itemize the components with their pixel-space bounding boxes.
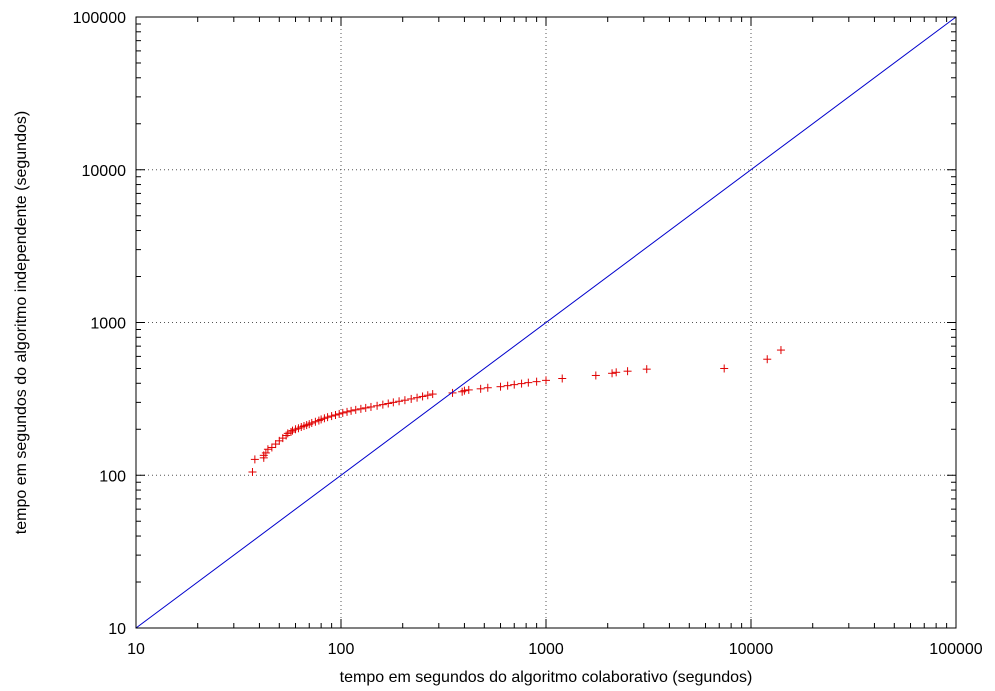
data-point [389, 398, 398, 407]
y-tick-label: 1000 [90, 316, 126, 333]
data-point [464, 385, 473, 394]
data-point [286, 427, 295, 436]
data-point [524, 378, 533, 387]
data-point [591, 371, 600, 380]
x-tick-label: 100 [328, 641, 355, 658]
series-layer [135, 16, 957, 629]
data-point [418, 392, 427, 401]
x-tick-label: 1000 [528, 641, 564, 658]
data-point [378, 400, 387, 409]
data-point [373, 401, 382, 410]
data-point [335, 409, 344, 418]
data-point [261, 448, 270, 457]
reference-line [135, 16, 957, 629]
x-axis-label: tempo em segundos do algoritmo colaborat… [340, 669, 753, 686]
data-point [311, 417, 320, 426]
y-tick-label: 100000 [73, 10, 126, 27]
data-point [532, 377, 541, 386]
data-point [558, 374, 567, 383]
data-point [400, 396, 409, 405]
data-point [361, 403, 370, 412]
data-point [407, 394, 416, 403]
data-point [331, 410, 340, 419]
x-tick-label: 10000 [729, 641, 774, 658]
plot-frame [135, 16, 957, 629]
y-tick-label: 100 [99, 468, 126, 485]
data-point [428, 390, 437, 399]
axis-ticks: 10 100 1000 10000 100000 10 100 1000 10000 100000 [73, 10, 983, 658]
data-point [248, 468, 257, 477]
x-tick-label: 10 [127, 641, 145, 658]
data-point [476, 384, 485, 393]
data-point [327, 412, 336, 421]
data-point [448, 388, 457, 397]
data-point [612, 368, 621, 377]
data-point [623, 367, 632, 376]
data-point [351, 405, 360, 414]
data-point [503, 381, 512, 390]
data-point [347, 406, 356, 415]
data-point [250, 455, 259, 464]
x-tick-label: 100000 [929, 641, 982, 658]
data-point [323, 413, 332, 422]
data-point [356, 404, 365, 413]
data-point [267, 443, 276, 452]
data-point [283, 429, 292, 438]
data-point [542, 376, 550, 385]
data-point [483, 383, 492, 392]
data-point [608, 369, 617, 378]
data-point [263, 445, 272, 454]
grid-lines [136, 17, 956, 628]
data-point [271, 440, 280, 449]
y-tick-label: 10 [108, 621, 126, 638]
data-point [423, 391, 432, 400]
data-point [763, 355, 772, 364]
data-point [517, 379, 526, 388]
data-point [384, 399, 393, 408]
data-point [413, 393, 422, 402]
data-point [343, 407, 352, 416]
data-point [307, 418, 316, 427]
data-point [338, 408, 347, 417]
data-point [317, 415, 326, 424]
data-point [282, 431, 291, 440]
data-point [458, 387, 467, 396]
data-point [314, 416, 323, 425]
data-point [510, 380, 519, 389]
data-point [720, 364, 729, 373]
data-point [460, 386, 469, 395]
data-point [776, 346, 785, 355]
y-axis-label: tempo em segundos do algoritmo independe… [13, 111, 30, 534]
data-point [496, 382, 505, 391]
data-point [395, 397, 404, 406]
y-tick-label: 10000 [82, 163, 127, 180]
data-point [642, 365, 651, 374]
data-point [366, 402, 375, 411]
